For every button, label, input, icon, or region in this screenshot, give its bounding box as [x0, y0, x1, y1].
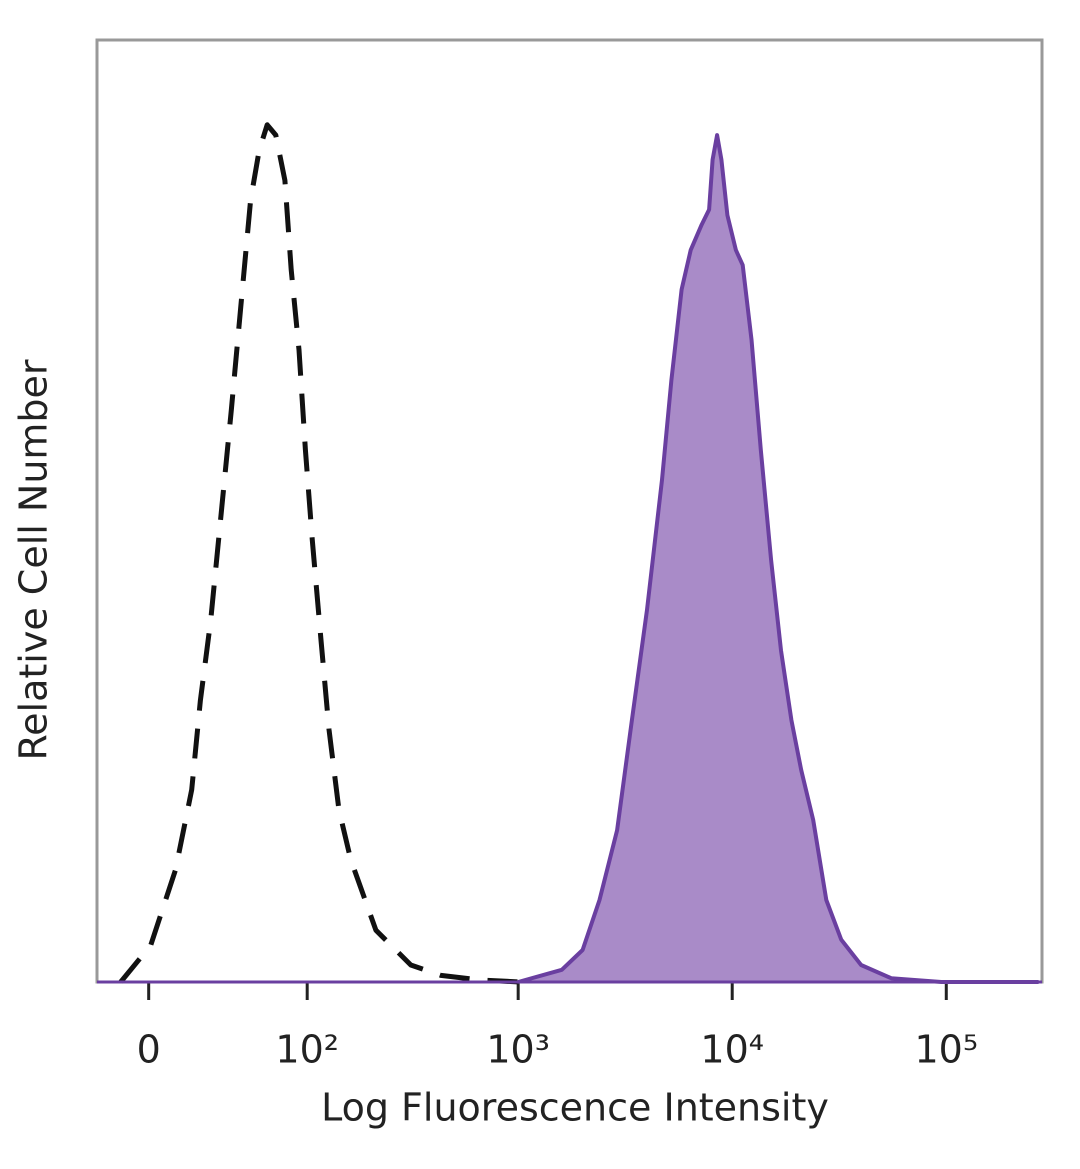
x-axis-label: Log Fluorescence Intensity [321, 1086, 829, 1130]
x-tick-label: 10⁵ [914, 1028, 978, 1072]
plot-frame [95, 38, 1044, 984]
x-tick-label: 10⁴ [700, 1028, 764, 1072]
histogram-area [518, 135, 1039, 983]
histogram-line [118, 122, 522, 985]
x-tick-label: 10² [275, 1028, 339, 1072]
histogram-line [517, 133, 1039, 984]
x-tick-label: 10³ [486, 1028, 550, 1072]
x-tick-label: 0 [137, 1028, 161, 1072]
y-axis-label: Relative Cell Number [12, 359, 56, 760]
